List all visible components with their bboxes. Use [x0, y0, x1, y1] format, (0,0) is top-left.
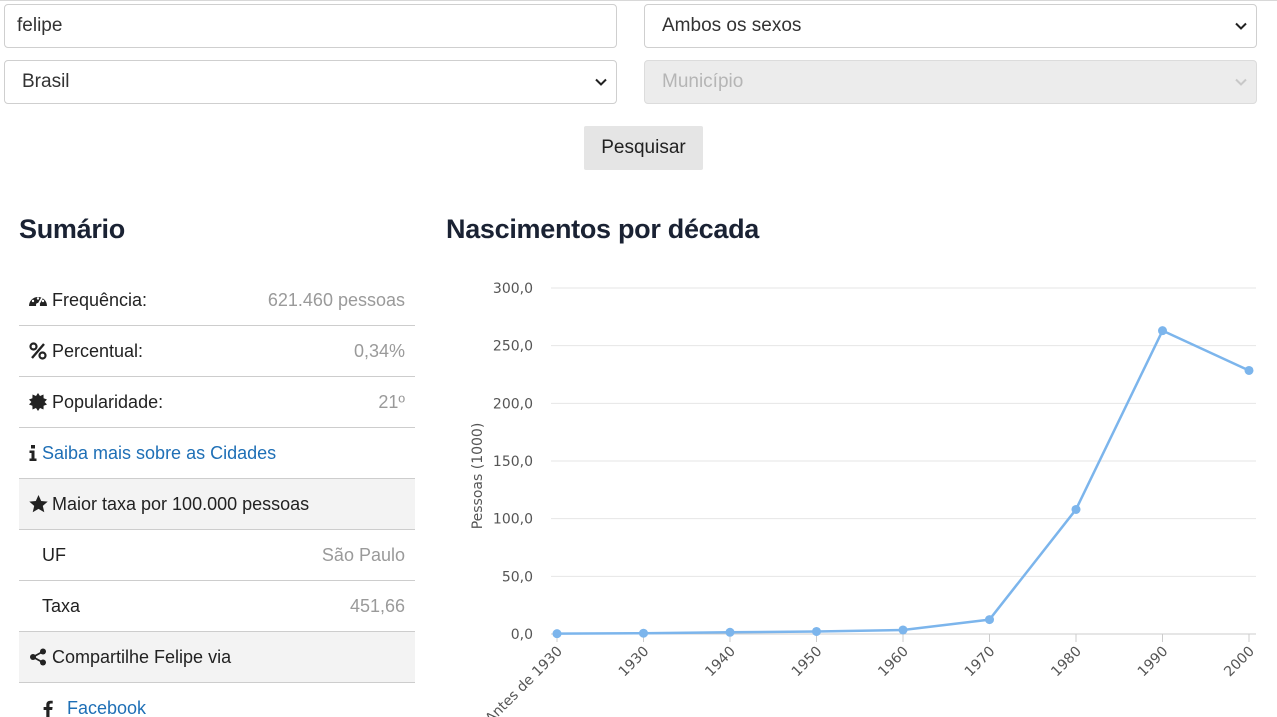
data-point	[812, 626, 821, 636]
max-rate-label: Maior taxa por 100.000 pessoas	[52, 493, 310, 514]
gauge-icon	[28, 290, 48, 310]
summary-list: Frequência: 621.460 pessoas Percentual: …	[19, 275, 415, 717]
y-tick-label: 200,0	[493, 396, 533, 412]
x-tick-label: 1960	[875, 644, 912, 681]
region-select[interactable]: Brasil	[4, 60, 617, 104]
chevron-down-icon	[1234, 75, 1248, 89]
x-tick-label: 1980	[1048, 644, 1085, 681]
top-border	[0, 0, 1277, 4]
data-point	[898, 625, 908, 635]
facebook-link[interactable]: Facebook	[67, 698, 147, 717]
cities-link[interactable]: Saiba mais sobre as Cidades	[42, 442, 277, 463]
cities-info-row: Saiba mais sobre as Cidades	[19, 428, 415, 479]
data-point	[552, 629, 562, 639]
frequency-row: Frequência: 621.460 pessoas	[19, 275, 415, 326]
region-select-value: Brasil	[22, 71, 70, 92]
data-point	[1244, 365, 1254, 375]
name-search-input[interactable]: felipe	[4, 4, 617, 48]
info-icon	[28, 443, 38, 463]
share-header-row: Compartilhe Felipe via	[19, 632, 415, 683]
rate-value: 451,66	[349, 595, 405, 616]
series-line	[556, 329, 1250, 635]
y-tick-label: 50,0	[502, 569, 533, 585]
facebook-icon[interactable]	[41, 699, 55, 717]
percent-row: Percentual: 0,34%	[19, 326, 415, 377]
y-tick-label: 250,0	[493, 339, 533, 355]
data-point	[639, 628, 648, 638]
star-icon	[28, 494, 48, 514]
certificate-icon	[28, 392, 48, 412]
y-tick-label: 100,0	[493, 512, 533, 528]
births-line-chart: 0,0 50,0 100,0 150,0 200,0 250,0 300,0 Pessoas …	[470, 281, 1258, 717]
popularity-label: Popularidade:	[52, 391, 164, 412]
x-tick-label: 2000	[1221, 644, 1258, 681]
share-label: Compartilhe Felipe via	[52, 646, 232, 667]
chart-title: Nascimentos por década	[446, 214, 760, 244]
births-chart: 0,0 50,0 100,0 150,0 200,0 250,0 300,0 Pessoas …	[445, 270, 1277, 717]
x-tick-label: 1990	[1135, 644, 1172, 681]
popularity-row: Popularidade: 21º	[19, 377, 415, 428]
percent-label: Percentual:	[52, 340, 144, 361]
facebook-row: Facebook	[19, 683, 415, 717]
popularity-value: 21º	[378, 391, 405, 412]
rate-label: Taxa	[42, 595, 81, 616]
x-tick-label: 1930	[616, 644, 653, 681]
uf-value: São Paulo	[321, 544, 405, 565]
data-point	[1158, 326, 1167, 336]
y-tick-label: 300,0	[493, 281, 533, 297]
y-tick-label: 0,0	[511, 627, 533, 643]
sex-select[interactable]: Ambos os sexos	[644, 4, 1257, 48]
chevron-down-icon	[594, 75, 608, 89]
x-tick-label: Antes de 1930	[482, 644, 565, 717]
data-point	[985, 615, 994, 625]
city-select[interactable]: Município	[644, 60, 1257, 104]
uf-row: UF São Paulo	[19, 530, 415, 581]
chevron-down-icon	[1234, 19, 1248, 33]
data-point	[725, 627, 735, 637]
max-rate-header-row: Maior taxa por 100.000 pessoas	[19, 479, 415, 530]
x-tick-label: 1940	[702, 644, 739, 681]
x-tick-label: 1950	[789, 644, 826, 681]
uf-label: UF	[42, 544, 66, 565]
frequency-label: Frequência:	[52, 289, 148, 310]
rate-row: Taxa 451,66	[19, 581, 415, 632]
percent-icon	[28, 341, 48, 361]
name-search-value: felipe	[17, 15, 63, 36]
x-tick-label: 1970	[962, 644, 999, 681]
summary-title: Sumário	[19, 214, 125, 244]
percent-value: 0,34%	[353, 340, 405, 361]
sex-select-value: Ambos os sexos	[662, 15, 802, 36]
search-button[interactable]: Pesquisar	[584, 126, 703, 170]
city-select-value: Município	[662, 71, 744, 92]
y-tick-label: 150,0	[493, 454, 533, 470]
share-icon	[28, 647, 48, 667]
y-axis-title: Pessoas (1000)	[470, 423, 486, 530]
frequency-value: 621.460 pessoas	[267, 289, 405, 310]
data-point	[1071, 504, 1081, 514]
